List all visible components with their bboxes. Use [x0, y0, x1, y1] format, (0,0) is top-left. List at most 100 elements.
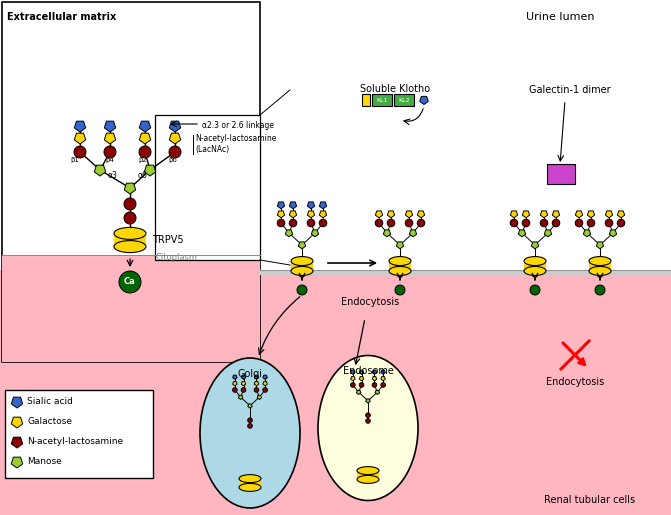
Circle shape [350, 383, 355, 387]
Ellipse shape [589, 266, 611, 276]
Polygon shape [104, 133, 115, 144]
Ellipse shape [291, 266, 313, 276]
Circle shape [540, 219, 548, 227]
Circle shape [396, 261, 404, 269]
Polygon shape [552, 211, 560, 218]
FancyBboxPatch shape [547, 164, 575, 184]
Polygon shape [360, 376, 364, 381]
Bar [114, 236, 146, 244]
Ellipse shape [114, 228, 146, 239]
Text: α3: α3 [108, 171, 118, 180]
Ellipse shape [389, 266, 411, 276]
Text: N-acetyl-lactosamine: N-acetyl-lactosamine [27, 438, 123, 447]
Circle shape [359, 383, 364, 387]
Text: Soluble Klotho: Soluble Klotho [360, 84, 430, 94]
Polygon shape [531, 242, 539, 249]
Polygon shape [420, 96, 428, 105]
Text: Galactose: Galactose [27, 418, 72, 426]
Polygon shape [248, 404, 252, 408]
Ellipse shape [389, 256, 411, 266]
Polygon shape [11, 437, 23, 448]
Bar [372, 94, 392, 106]
Polygon shape [144, 165, 156, 176]
Polygon shape [397, 242, 404, 249]
Polygon shape [375, 211, 382, 218]
Circle shape [248, 418, 252, 422]
Polygon shape [104, 121, 115, 132]
Circle shape [587, 219, 595, 227]
Bar [2, 255, 260, 362]
Circle shape [319, 219, 327, 227]
Ellipse shape [200, 358, 300, 508]
Circle shape [552, 219, 560, 227]
Text: Ca: Ca [124, 278, 136, 286]
Polygon shape [587, 211, 595, 218]
Bar [0, 0, 671, 270]
Bar [2, 2, 260, 362]
Circle shape [396, 269, 404, 277]
Circle shape [417, 219, 425, 227]
Ellipse shape [114, 241, 146, 252]
Polygon shape [319, 211, 327, 218]
Circle shape [104, 146, 116, 158]
Bar [394, 94, 414, 106]
Ellipse shape [291, 256, 313, 266]
Circle shape [375, 219, 382, 227]
Polygon shape [319, 202, 327, 209]
Circle shape [298, 269, 306, 277]
Circle shape [307, 219, 315, 227]
Circle shape [366, 413, 370, 418]
Circle shape [595, 285, 605, 295]
Circle shape [169, 146, 181, 158]
Polygon shape [289, 211, 297, 218]
Polygon shape [583, 230, 590, 237]
Polygon shape [263, 382, 267, 386]
Text: KL1: KL1 [376, 97, 388, 102]
Polygon shape [609, 230, 617, 237]
Circle shape [597, 261, 604, 269]
Text: Citoplasm: Citoplasm [155, 253, 197, 262]
Polygon shape [383, 230, 391, 237]
Text: KL2: KL2 [398, 97, 410, 102]
Polygon shape [511, 211, 517, 218]
Polygon shape [95, 165, 106, 176]
Bar [589, 263, 611, 269]
Text: Extracellular matrix: Extracellular matrix [7, 12, 116, 22]
Circle shape [254, 388, 259, 392]
Circle shape [298, 261, 306, 269]
Circle shape [605, 219, 613, 227]
Text: Golgi: Golgi [238, 369, 262, 379]
Polygon shape [242, 382, 246, 386]
Polygon shape [381, 370, 385, 374]
Polygon shape [169, 121, 180, 132]
Polygon shape [140, 133, 151, 144]
Polygon shape [375, 390, 380, 394]
Ellipse shape [318, 355, 418, 501]
Polygon shape [140, 121, 151, 132]
Polygon shape [540, 211, 548, 218]
Polygon shape [372, 376, 376, 381]
Polygon shape [523, 211, 529, 218]
Ellipse shape [357, 467, 379, 475]
Text: Endosome: Endosome [343, 366, 393, 376]
Polygon shape [11, 457, 23, 468]
Polygon shape [299, 242, 305, 249]
Text: β1: β1 [70, 157, 79, 163]
Circle shape [530, 285, 540, 295]
Circle shape [395, 285, 405, 295]
Text: α6: α6 [138, 171, 148, 180]
Circle shape [366, 419, 370, 423]
Circle shape [575, 219, 583, 227]
Polygon shape [387, 211, 395, 218]
Polygon shape [360, 370, 364, 374]
Ellipse shape [589, 256, 611, 266]
Ellipse shape [524, 256, 546, 266]
Text: Endocytosis: Endocytosis [546, 377, 604, 387]
Polygon shape [605, 211, 613, 218]
Circle shape [510, 219, 518, 227]
Bar [389, 263, 411, 269]
Circle shape [139, 146, 151, 158]
Polygon shape [238, 396, 243, 400]
Ellipse shape [239, 475, 261, 483]
Bar [155, 115, 260, 260]
